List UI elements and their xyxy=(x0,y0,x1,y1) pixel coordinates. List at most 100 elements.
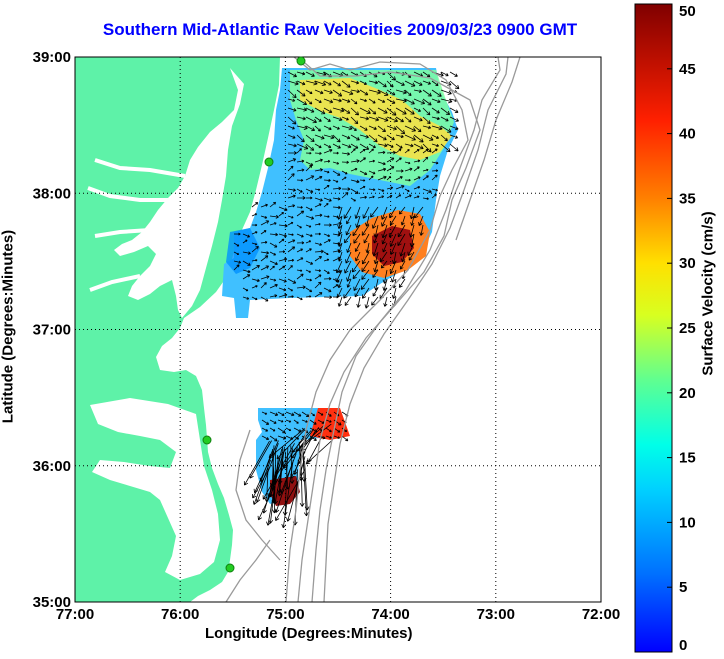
velocity-arrow xyxy=(404,188,410,192)
velocity-arrow xyxy=(233,242,240,247)
x-tick-label: 73:00 xyxy=(477,606,515,623)
velocity-arrow xyxy=(422,71,431,78)
velocity-arrow xyxy=(287,194,296,199)
velocity-arrow xyxy=(304,460,310,511)
velocity-arrow xyxy=(323,215,330,218)
velocity-arrow xyxy=(296,89,306,97)
velocity-arrow xyxy=(386,125,397,131)
velocity-arrow xyxy=(260,255,269,262)
velocity-arrow xyxy=(314,107,326,115)
velocity-arrow xyxy=(422,80,431,85)
velocity-arrow xyxy=(362,287,370,299)
velocity-arrow xyxy=(413,98,426,105)
velocity-arrow xyxy=(377,175,387,181)
velocity-arrow xyxy=(413,166,420,172)
velocity-arrow xyxy=(332,233,341,237)
velocity-arrow xyxy=(395,125,406,135)
velocity-arrow xyxy=(368,143,376,149)
velocity-arrow xyxy=(305,260,314,265)
velocity-arrow xyxy=(361,269,370,280)
velocity-arrow xyxy=(395,169,404,173)
velocity-arrow xyxy=(333,427,341,433)
velocity-arrow xyxy=(360,278,370,290)
colorbar xyxy=(634,3,673,653)
velocity-arrow xyxy=(296,134,305,143)
velocity-arrow xyxy=(368,159,376,163)
velocity-arrow xyxy=(233,264,240,271)
velocity-arrow xyxy=(278,238,285,244)
velocity-arrow xyxy=(305,71,315,77)
velocity-arrow xyxy=(323,178,331,182)
velocity-arrow xyxy=(355,215,361,228)
velocity-arrow xyxy=(422,134,434,141)
velocity-arrow xyxy=(299,445,305,507)
velocity-arrow xyxy=(368,98,376,104)
velocity-arrow xyxy=(277,435,287,440)
velocity-arrow xyxy=(285,411,295,417)
colorbar-tick-label: 45 xyxy=(679,61,696,78)
velocity-arrow xyxy=(261,419,270,425)
velocity-arrow xyxy=(359,80,367,85)
velocity-arrow xyxy=(305,224,312,228)
velocity-arrow xyxy=(440,125,452,133)
plot-frame xyxy=(74,56,602,603)
velocity-arrow xyxy=(305,134,315,142)
velocity-arrow xyxy=(333,435,341,439)
velocity-arrow xyxy=(332,170,341,176)
velocity-arrow xyxy=(296,196,306,200)
velocity-arrow xyxy=(323,197,332,202)
velocity-arrow xyxy=(377,98,386,103)
velocity-arrow xyxy=(325,419,332,423)
velocity-arrow xyxy=(449,125,459,131)
velocity-arrow xyxy=(341,176,347,181)
velocity-arrow xyxy=(372,242,379,257)
velocity-arrow xyxy=(422,116,431,125)
velocity-arrow xyxy=(267,449,286,498)
velocity-arrow xyxy=(395,98,407,103)
velocity-arrow xyxy=(269,251,277,256)
velocity-arrow xyxy=(285,427,292,432)
velocity-arrow xyxy=(251,213,258,217)
velocity-arrow xyxy=(404,107,415,115)
velocity-arrow xyxy=(287,258,295,262)
velocity-arrow xyxy=(449,71,458,77)
velocity-arrow xyxy=(407,242,415,257)
velocity-arrow xyxy=(269,294,278,298)
velocity-arrow xyxy=(395,107,407,115)
velocity-arrow xyxy=(276,429,305,460)
velocity-arrow xyxy=(296,296,303,301)
velocity-arrow xyxy=(404,125,416,132)
velocity-arrow xyxy=(371,296,379,306)
velocity-arrow xyxy=(301,419,308,423)
velocity-arrow xyxy=(382,242,388,253)
velocity-arrow xyxy=(337,215,343,229)
velocity-arrow xyxy=(269,278,277,282)
velocity-arrow xyxy=(361,260,370,273)
velocity-arrow xyxy=(323,269,330,274)
velocity-arrow xyxy=(395,148,402,154)
velocity-arrow xyxy=(404,149,410,154)
velocity-arrow xyxy=(422,107,431,116)
velocity-arrow xyxy=(352,224,361,237)
velocity-arrow xyxy=(361,251,370,265)
velocity-arrow xyxy=(296,273,304,280)
velocity-arrow xyxy=(359,157,366,163)
velocity-arrow xyxy=(422,197,429,201)
velocity-arrow xyxy=(296,285,306,290)
velocity-arrow xyxy=(395,157,402,163)
velocity-arrow xyxy=(325,427,332,433)
velocity-arrow xyxy=(341,435,349,442)
velocity-arrow xyxy=(386,150,396,155)
velocity-arrow xyxy=(359,125,368,131)
velocity-arrow xyxy=(386,107,397,116)
y-tick-label: 39:00 xyxy=(33,49,71,66)
velocity-arrow xyxy=(418,215,424,226)
velocity-arrow xyxy=(269,260,278,266)
velocity-patch-north-lowspot xyxy=(226,228,260,274)
velocity-arrow xyxy=(381,233,388,245)
velocity-arrow xyxy=(261,411,268,415)
velocity-arrow xyxy=(242,287,249,292)
velocity-arrow xyxy=(365,242,370,254)
velocity-arrow xyxy=(413,143,424,150)
velocity-arrow xyxy=(287,295,294,298)
